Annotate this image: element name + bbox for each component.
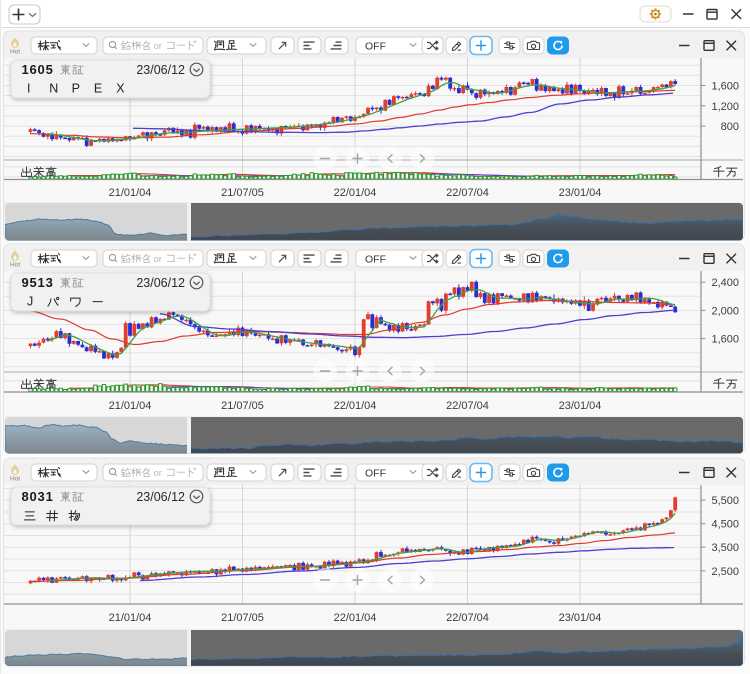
svg-text:21/07/05: 21/07/05: [221, 187, 264, 199]
svg-text:J: J: [27, 295, 33, 309]
svg-text:Hot: Hot: [10, 262, 20, 269]
svg-text:8031: 8031: [22, 489, 54, 504]
svg-text:21/07/05: 21/07/05: [221, 612, 264, 624]
svg-text:23/01/04: 23/01/04: [559, 187, 602, 199]
svg-text:E: E: [94, 82, 102, 96]
svg-text:23/06/12: 23/06/12: [136, 490, 185, 504]
svg-text:4,500: 4,500: [711, 519, 739, 531]
svg-text:5,500: 5,500: [711, 495, 739, 507]
svg-text:22/07/04: 22/07/04: [446, 187, 489, 199]
svg-text:23/01/04: 23/01/04: [559, 612, 602, 624]
svg-text:OFF: OFF: [365, 467, 386, 479]
svg-text:21/07/05: 21/07/05: [221, 400, 264, 412]
svg-text:21/01/04: 21/01/04: [109, 612, 152, 624]
svg-text:23/06/12: 23/06/12: [136, 63, 185, 77]
svg-text:1605: 1605: [22, 62, 54, 77]
svg-text:2,000: 2,000: [711, 305, 739, 317]
svg-text:X: X: [116, 82, 125, 96]
svg-text:1,600: 1,600: [711, 334, 739, 346]
svg-text:21/01/04: 21/01/04: [109, 187, 152, 199]
svg-text:3,500: 3,500: [711, 542, 739, 554]
svg-text:or: or: [154, 254, 162, 265]
svg-text:1,200: 1,200: [711, 101, 739, 113]
svg-text:OFF: OFF: [365, 253, 386, 265]
svg-text:23/01/04: 23/01/04: [559, 400, 602, 412]
svg-text:800: 800: [721, 121, 739, 133]
svg-text:I: I: [27, 82, 30, 96]
svg-text:22/07/04: 22/07/04: [446, 612, 489, 624]
svg-text:22/01/04: 22/01/04: [334, 612, 377, 624]
svg-text:22/01/04: 22/01/04: [334, 187, 377, 199]
svg-text:Hot: Hot: [10, 49, 20, 56]
svg-text:1,600: 1,600: [711, 81, 739, 93]
svg-text:9513: 9513: [22, 275, 54, 290]
svg-text:or: or: [154, 41, 162, 52]
svg-text:2,400: 2,400: [711, 277, 739, 289]
svg-text:Hot: Hot: [10, 476, 20, 483]
svg-text:22/07/04: 22/07/04: [446, 400, 489, 412]
svg-text:23/06/12: 23/06/12: [136, 276, 185, 290]
svg-text:P: P: [72, 82, 80, 96]
svg-text:2,500: 2,500: [711, 566, 739, 578]
svg-text:or: or: [154, 468, 162, 479]
svg-text:N: N: [49, 82, 58, 96]
svg-text:21/01/04: 21/01/04: [109, 400, 152, 412]
svg-text:22/01/04: 22/01/04: [334, 400, 377, 412]
svg-text:OFF: OFF: [365, 40, 386, 52]
